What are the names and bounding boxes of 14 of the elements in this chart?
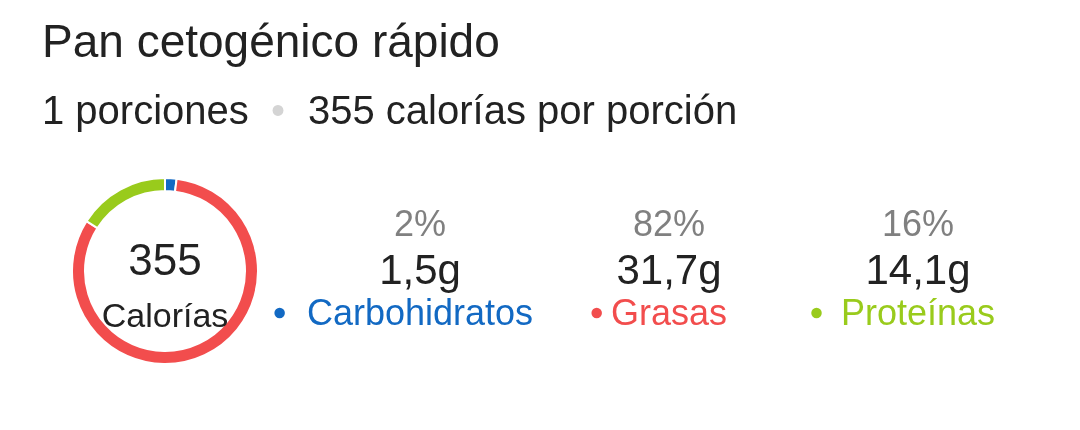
text: 355	[128, 235, 202, 284]
legend-label: Proteínas	[840, 292, 996, 333]
legend-label: Carbohidratos	[306, 292, 534, 333]
text: 82%	[632, 203, 706, 244]
text: Calorías	[101, 296, 229, 334]
text: 16%	[881, 203, 955, 244]
text: 14,1g	[865, 246, 971, 293]
donut-slice	[71, 177, 259, 365]
text: 1,5g	[379, 246, 461, 293]
legend-label: Grasas	[610, 292, 728, 333]
chart-subtitle: 1 porciones • 355 calorías por porción	[42, 88, 738, 132]
chart-title: Pan cetogénico rápido	[42, 15, 500, 67]
text: 2%	[393, 203, 447, 244]
text: 31,7g	[616, 246, 722, 293]
